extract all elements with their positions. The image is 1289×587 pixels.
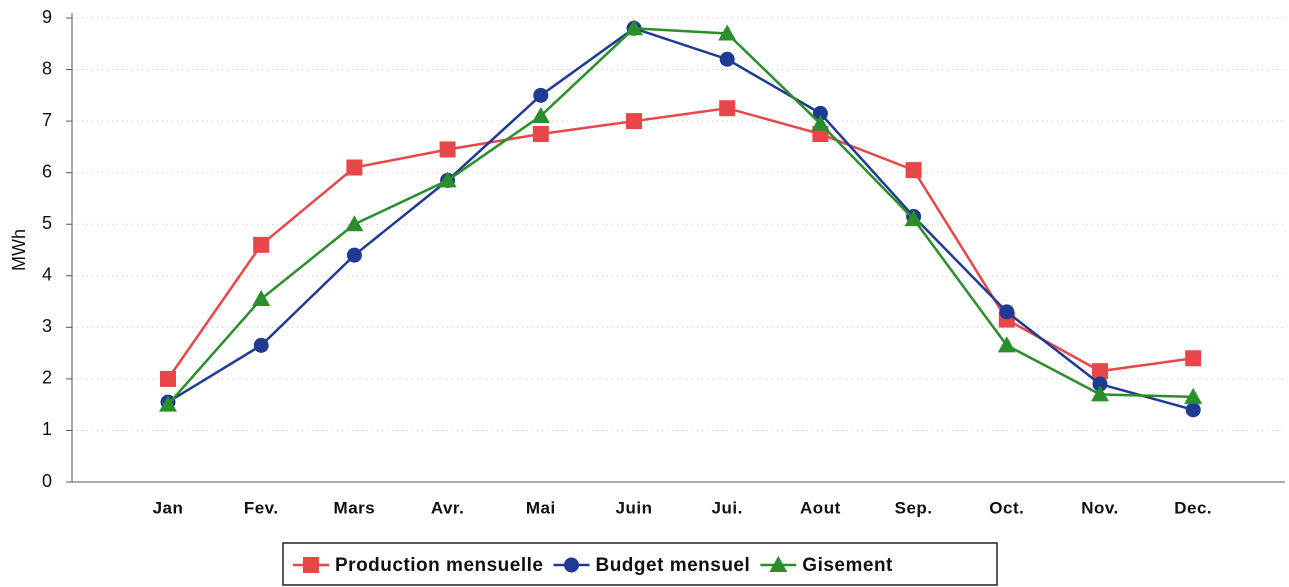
marker bbox=[1184, 387, 1203, 404]
marker bbox=[159, 395, 177, 412]
marker bbox=[1092, 376, 1108, 392]
x-tick-label: Fev. bbox=[244, 498, 279, 517]
marker bbox=[718, 24, 737, 41]
legend-text: Gisement bbox=[802, 555, 893, 576]
x-tick-label: Avr. bbox=[431, 498, 465, 517]
marker bbox=[1185, 402, 1201, 418]
y-tick-label: 3 bbox=[42, 316, 52, 336]
x-tick-label: Aout bbox=[800, 498, 841, 517]
marker bbox=[303, 557, 319, 573]
marker bbox=[346, 159, 363, 176]
x-tick-label: Dec. bbox=[1174, 498, 1212, 517]
marker bbox=[531, 106, 550, 123]
marker bbox=[1185, 350, 1202, 367]
x-tick-label: Sep. bbox=[895, 498, 933, 517]
x-tick-label: Mars bbox=[334, 498, 376, 517]
marker bbox=[719, 51, 735, 67]
y-tick-label: 2 bbox=[42, 368, 52, 388]
y-tick-label: 7 bbox=[42, 110, 52, 130]
marker bbox=[626, 113, 642, 130]
marker bbox=[719, 100, 736, 117]
legend-text: Budget mensuel bbox=[595, 555, 750, 576]
marker bbox=[905, 162, 922, 179]
series-line bbox=[166, 106, 1194, 380]
y-tick-label: 5 bbox=[42, 213, 52, 233]
legend-box bbox=[282, 542, 998, 586]
series-line bbox=[167, 26, 1194, 412]
marker bbox=[1092, 363, 1108, 380]
marker bbox=[533, 87, 549, 103]
x-tick-label: Oct. bbox=[989, 498, 1024, 517]
y-tick-label: 1 bbox=[42, 419, 52, 439]
y-tick-label: 6 bbox=[42, 161, 52, 181]
legend-text: Production mensuelle bbox=[335, 555, 543, 576]
marker bbox=[904, 210, 923, 227]
x-tick-label: Jui. bbox=[712, 498, 743, 517]
marker bbox=[997, 336, 1016, 353]
marker bbox=[253, 236, 270, 253]
y-axis-label: MWh bbox=[9, 229, 29, 271]
marker bbox=[999, 304, 1015, 320]
marker bbox=[438, 171, 457, 188]
marker bbox=[769, 556, 788, 572]
y-tick-label: 0 bbox=[42, 471, 52, 491]
marker bbox=[625, 19, 643, 36]
x-tick-label: Jan bbox=[153, 498, 184, 517]
y-tick-label: 4 bbox=[42, 265, 52, 285]
marker bbox=[160, 370, 176, 387]
marker bbox=[1091, 385, 1109, 402]
marker bbox=[346, 247, 362, 263]
marker bbox=[563, 557, 579, 573]
y-tick-label: 8 bbox=[42, 58, 52, 78]
x-tick-label: Nov. bbox=[1081, 498, 1119, 517]
marker bbox=[812, 105, 828, 121]
marker bbox=[253, 337, 269, 353]
series-line bbox=[167, 27, 1194, 406]
marker bbox=[811, 114, 830, 131]
marker bbox=[439, 141, 456, 158]
x-tick-label: Juin bbox=[616, 498, 653, 517]
x-tick-label: Mai bbox=[526, 498, 556, 517]
y-tick-label: 9 bbox=[42, 7, 52, 27]
marker bbox=[252, 289, 271, 306]
marker bbox=[345, 215, 364, 232]
marker bbox=[532, 126, 549, 142]
